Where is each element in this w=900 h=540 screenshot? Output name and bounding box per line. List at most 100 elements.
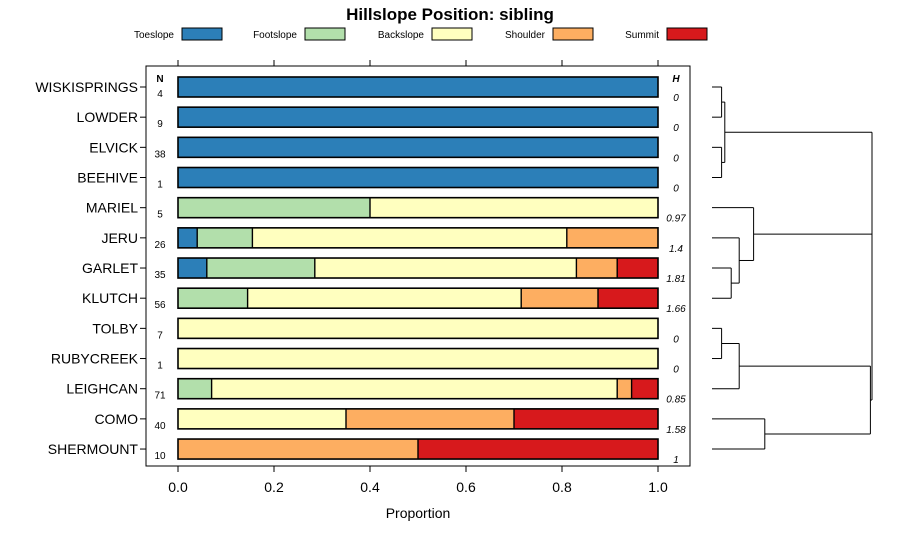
- row-wiskisprings: WISKISPRINGS 4 0: [35, 76, 679, 104]
- row-mariel: MARIEL 5 0.97: [86, 196, 686, 225]
- x-tick-label: 0.4: [360, 479, 380, 495]
- bar-segment-toeslope: [178, 258, 207, 279]
- legend-label-footslope: Footslope: [253, 30, 297, 41]
- category-label: SHERMOUNT: [48, 441, 139, 457]
- bar-segment-backslope: [178, 318, 658, 339]
- bar-segment-shoulder: [178, 439, 418, 460]
- bar-outline: [177, 106, 659, 128]
- category-label: WISKISPRINGS: [35, 79, 138, 95]
- row-beehive: BEEHIVE 1 0: [77, 166, 679, 195]
- bar-outline: [177, 196, 659, 219]
- bar-segment-backslope: [178, 348, 658, 369]
- n-value: 7: [157, 330, 163, 341]
- x-tick-label: 0.6: [456, 479, 476, 495]
- category-label: LEIGHCAN: [66, 381, 138, 397]
- bar-segment-toeslope: [178, 107, 658, 128]
- n-value: 1: [157, 180, 163, 191]
- bar-outline: [177, 76, 659, 98]
- bar-outline: [177, 408, 659, 430]
- n-value: 40: [154, 421, 166, 432]
- x-tick-label: 0.0: [168, 479, 188, 495]
- h-value: 1.66: [666, 304, 686, 315]
- bar-segment-footslope: [178, 378, 212, 399]
- legend: Toeslope Footslope Backslope Shoulder Summit: [134, 27, 708, 41]
- legend-swatch-summit: [666, 27, 708, 41]
- bar-segment-backslope: [211, 378, 618, 399]
- category-label: ELVICK: [89, 139, 138, 155]
- n-value: 4: [157, 89, 163, 100]
- bar-outline: [177, 166, 659, 189]
- n-value: 38: [154, 149, 166, 160]
- n-value: 1: [157, 361, 163, 372]
- bar-segment-footslope: [197, 227, 253, 248]
- bar-segment-summit: [514, 408, 658, 429]
- bar-segment-toeslope: [178, 137, 658, 158]
- dendrogram: [712, 86, 873, 450]
- row-elvick: ELVICK 38 0: [89, 136, 679, 164]
- category-label: COMO: [94, 411, 138, 427]
- legend-label-backslope: Backslope: [378, 30, 425, 41]
- bar-segment-backslope: [314, 258, 577, 279]
- row-shermount: SHERMOUNT 10 1: [48, 438, 679, 466]
- n-value: 9: [157, 119, 163, 130]
- h-column-header: H: [672, 74, 680, 85]
- category-label: TOLBY: [92, 320, 138, 336]
- category-label: LOWDER: [77, 109, 138, 125]
- legend-swatch-backslope: [431, 27, 473, 41]
- x-axis: 0.0 0.2 0.4 0.6 0.8 1.0: [168, 60, 668, 495]
- row-klutch: KLUTCH 56 1.66: [82, 287, 686, 315]
- n-value: 5: [157, 210, 163, 221]
- h-value: 0.97: [666, 214, 686, 225]
- h-value: 0.85: [666, 395, 686, 406]
- h-value: 1.58: [666, 425, 686, 436]
- bar-segment-toeslope: [178, 227, 198, 248]
- bar-segment-summit: [418, 439, 658, 460]
- bar-segment-backslope: [370, 197, 658, 218]
- legend-label-summit: Summit: [625, 30, 659, 41]
- bar-segment-backslope: [247, 288, 522, 309]
- bar-segment-summit: [617, 258, 658, 279]
- bar-segment-footslope: [178, 197, 370, 218]
- category-label: BEEHIVE: [77, 170, 138, 186]
- bar-outline: [177, 136, 659, 159]
- category-label: GARLET: [82, 260, 138, 276]
- bar-segment-footslope: [206, 258, 315, 279]
- bar-segment-shoulder: [576, 258, 618, 279]
- bar-segment-summit: [631, 378, 658, 399]
- legend-swatch-toeslope: [181, 27, 223, 41]
- category-label: KLUTCH: [82, 290, 138, 306]
- h-value: 0: [673, 153, 679, 164]
- plot-frame: [145, 65, 691, 467]
- row-tolby: TOLBY 7 0: [92, 317, 679, 345]
- n-value: 56: [154, 300, 166, 311]
- bar-segment-toeslope: [178, 77, 658, 97]
- bar-segment-shoulder: [521, 288, 598, 309]
- bar-outline: [177, 377, 659, 400]
- bar-segment-summit: [598, 288, 658, 309]
- bar-segment-shoulder: [566, 227, 658, 248]
- x-tick-label: 1.0: [648, 479, 668, 495]
- h-value: 1.4: [669, 244, 683, 255]
- h-value: 1: [673, 455, 679, 466]
- h-value: 1.81: [666, 274, 685, 285]
- chart-title: Hillslope Position: sibling: [346, 5, 554, 24]
- x-tick-label: 0.8: [552, 479, 572, 495]
- category-label: RUBYCREEK: [51, 351, 139, 367]
- x-axis-title: Proportion: [386, 505, 451, 521]
- row-jeru: JERU 26 1.4: [101, 227, 683, 255]
- n-value: 10: [154, 451, 166, 462]
- bar-segment-footslope: [178, 288, 248, 309]
- bar-outline: [177, 227, 659, 249]
- legend-swatch-shoulder: [552, 27, 594, 41]
- h-value: 0: [673, 123, 679, 134]
- bar-segment-shoulder: [346, 408, 514, 429]
- bar-outline: [177, 317, 659, 340]
- row-como: COMO 40 1.58: [94, 408, 686, 436]
- row-leighcan: LEIGHCAN 71 0.85: [66, 377, 686, 406]
- bar-outline: [177, 287, 659, 309]
- bar-segment-backslope: [252, 227, 567, 248]
- n-value: 35: [154, 270, 166, 281]
